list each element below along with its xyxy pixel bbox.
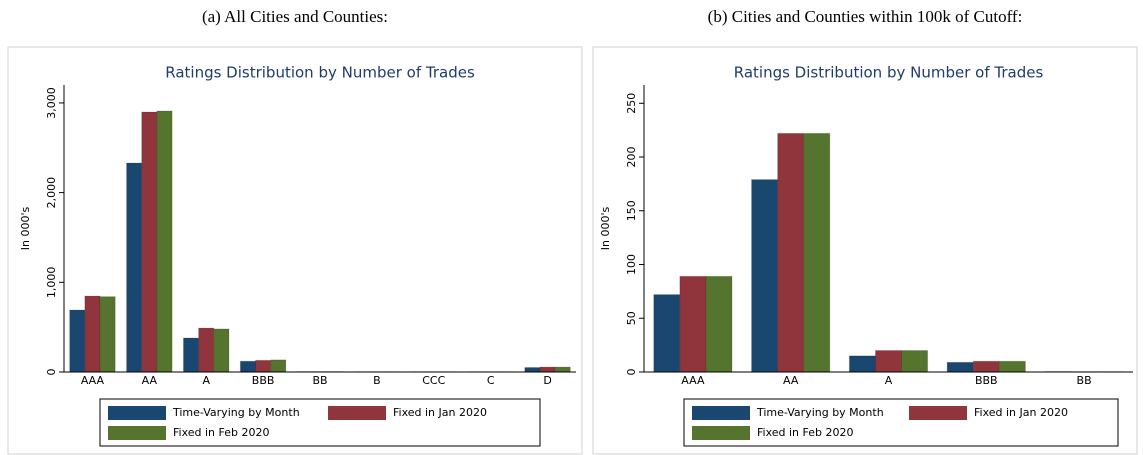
legend-box (99, 398, 541, 447)
panel-frame (7, 46, 583, 455)
x-tick-label: BBB (975, 374, 998, 387)
bar (803, 132, 831, 373)
x-tick-label: D (543, 374, 551, 387)
x-tick-label: A (885, 374, 893, 387)
x-tick-label: BB (1077, 374, 1092, 387)
legend-swatch (328, 406, 386, 420)
chart-title: Ratings Distribution by Number of Trades (734, 64, 1044, 82)
x-tick-label: AA (142, 374, 158, 387)
y-axis-label: In 000's (599, 207, 612, 251)
bar (998, 360, 1026, 373)
bar (524, 367, 541, 373)
y-tick-label: 200 (625, 147, 638, 168)
bar (270, 359, 287, 373)
y-tick-label: 1,000 (45, 267, 58, 299)
bar (539, 366, 556, 373)
x-tick-label: AAA (681, 374, 705, 387)
x-tick-label: C (487, 374, 495, 387)
bar (679, 275, 707, 373)
bar (126, 162, 143, 373)
bar (182, 337, 200, 373)
bar (141, 111, 158, 373)
bar (751, 179, 779, 373)
bar (99, 296, 116, 373)
bar (255, 359, 272, 373)
x-tick-label: BBB (252, 374, 275, 387)
legend-swatch (909, 406, 967, 420)
x-tick-label: BB (312, 374, 327, 387)
bar (972, 360, 1000, 373)
legend-label: Fixed in Feb 2020 (173, 426, 270, 439)
y-tick-label: 100 (625, 254, 638, 275)
bar (653, 294, 681, 373)
x-tick-label: A (202, 374, 210, 387)
chart-title: Ratings Distribution by Number of Trades (165, 64, 475, 82)
bar (705, 275, 733, 373)
bar (554, 366, 571, 373)
bar (874, 350, 903, 373)
bar (848, 355, 876, 373)
y-tick-label: 3,000 (45, 87, 58, 119)
legend-label: Time-Varying by Month (172, 406, 300, 419)
legend-label: Fixed in Feb 2020 (757, 426, 854, 439)
bar (239, 360, 257, 373)
panel-frame (592, 46, 1138, 455)
legend-swatch (692, 406, 750, 420)
y-tick-label: 0 (625, 369, 638, 376)
y-axis-label: In 000's (19, 207, 32, 251)
y-tick-label: 250 (625, 93, 638, 114)
panel-caption: (a) All Cities and Counties: (202, 7, 388, 26)
legend-label: Fixed in Jan 2020 (974, 406, 1068, 419)
x-tick-label: AAA (81, 374, 105, 387)
panel-caption: (b) Cities and Counties within 100k of C… (708, 7, 1023, 26)
x-tick-label: CCC (422, 374, 445, 387)
bar (213, 328, 230, 373)
y-tick-label: 0 (45, 369, 58, 376)
legend-swatch (108, 426, 166, 440)
bar (946, 361, 974, 373)
x-tick-label: B (373, 374, 381, 387)
bar (901, 350, 929, 373)
legend-swatch (108, 406, 166, 420)
y-tick-label: 2,000 (45, 177, 58, 209)
bar (156, 110, 173, 373)
legend-swatch (692, 426, 750, 440)
bar (198, 327, 215, 373)
y-tick-label: 50 (625, 311, 638, 325)
bar (777, 132, 805, 373)
bar (84, 295, 101, 373)
legend-label: Time-Varying by Month (756, 406, 884, 419)
x-tick-label: AA (783, 374, 799, 387)
legend-box (683, 398, 1119, 447)
legend-label: Fixed in Jan 2020 (393, 406, 487, 419)
y-tick-label: 150 (625, 200, 638, 221)
bar (69, 309, 86, 373)
